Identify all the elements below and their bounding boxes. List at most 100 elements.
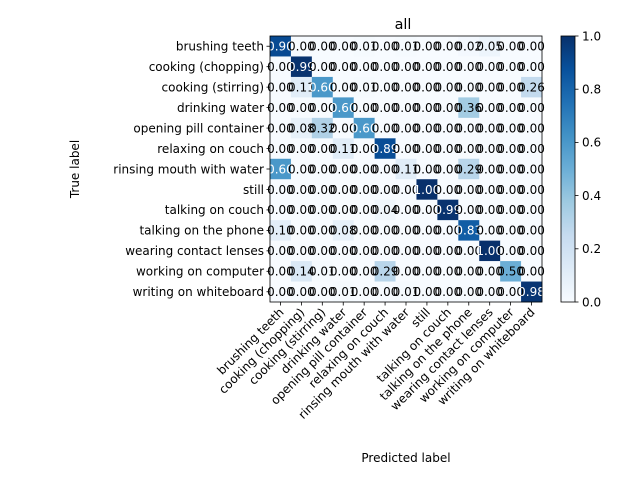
matrix-cell-value: 0.00: [497, 224, 524, 238]
matrix-cell-value: 0.00: [434, 80, 461, 94]
colorbar-ticks: 0.0 0.2 0.4 0.6 0.8 1.0: [575, 29, 601, 309]
matrix-cell-value: 0.11: [393, 162, 420, 176]
y-tick-label: wearing contact lenses: [125, 244, 264, 258]
matrix-cell: [374, 199, 396, 221]
matrix-cell-value: 0.00: [476, 162, 503, 176]
matrix-cell: [353, 97, 375, 119]
matrix-cell: [270, 220, 292, 241]
matrix-cell-value: 0.08: [330, 224, 357, 238]
matrix-cell: [353, 158, 375, 180]
matrix-cell: [270, 158, 292, 180]
matrix-cell: [458, 117, 480, 139]
matrix-cell-value: 0.00: [372, 244, 399, 258]
matrix-cell-value: 0.00: [393, 265, 420, 279]
matrix-cell: [500, 117, 522, 139]
matrix-cell: [270, 117, 292, 139]
matrix-cell: [479, 158, 501, 180]
matrix-cell-value: 0.00: [288, 244, 315, 258]
matrix-cell: [311, 179, 334, 200]
matrix-cell-value: 0.00: [497, 40, 524, 54]
y-tick-label: writing on whiteboard: [133, 285, 264, 299]
matrix-cell-value: 0.00: [309, 224, 336, 238]
matrix-cell: [332, 158, 354, 180]
matrix-cell: [332, 220, 354, 241]
matrix-cell: [374, 36, 396, 57]
matrix-cell-value: 0.00: [267, 244, 294, 258]
matrix-cell-value: 0.00: [309, 285, 336, 299]
matrix-cell-value: 0.00: [351, 265, 378, 279]
matrix-cell: [479, 199, 501, 221]
matrix-cell-value: 0.00: [351, 183, 378, 197]
matrix-cell: [311, 199, 334, 221]
matrix-cell: [458, 158, 480, 180]
matrix-cell-value: 0.00: [309, 203, 336, 217]
matrix-cell: [395, 240, 417, 262]
matrix-cell-value: 0.00: [309, 183, 336, 197]
matrix-cell: [270, 179, 292, 200]
matrix-cell: [416, 158, 438, 180]
matrix-cell: [290, 76, 313, 98]
matrix-cell: [395, 138, 417, 160]
matrix-cell: [311, 76, 334, 98]
matrix-cell-value: 0.00: [434, 162, 461, 176]
y-tick-label: drinking water: [177, 101, 264, 115]
matrix-cell-value: 0.00: [351, 162, 378, 176]
matrix-cell-value: 0.99: [434, 203, 461, 217]
matrix-cell-value: 0.00: [476, 285, 503, 299]
matrix-cell: [458, 56, 480, 78]
matrix-cell-value: 0.00: [351, 285, 378, 299]
matrix-cell-value: 0.00: [455, 265, 482, 279]
matrix-cell: [437, 281, 459, 303]
matrix-cell-value: 0.00: [267, 60, 294, 74]
y-tick-label: cooking (chopping): [149, 60, 264, 74]
colorbar-tick-label: 0.4: [582, 189, 601, 203]
matrix-cell-value: 0.01: [330, 285, 357, 299]
matrix-cell: [332, 281, 354, 303]
matrix-cell: [500, 261, 522, 282]
matrix-cell-value: 0.00: [455, 183, 482, 197]
matrix-cell: [458, 138, 480, 160]
matrix-cell: [479, 76, 501, 98]
matrix-cell-value: 0.00: [476, 121, 503, 135]
matrix-cell: [521, 76, 543, 98]
matrix-cell-value: 0.00: [518, 162, 545, 176]
matrix-cell-value: 0.00: [351, 244, 378, 258]
matrix-cell: [479, 220, 501, 241]
colorbar-tick-label: 0.2: [582, 242, 601, 256]
matrix-cell: [353, 138, 375, 160]
colorbar: [561, 36, 575, 302]
matrix-cell: [290, 158, 313, 180]
matrix-cell-value: 0.00: [351, 60, 378, 74]
matrix-cell-value: 0.11: [330, 142, 357, 156]
matrix-cell-value: 0.00: [476, 142, 503, 156]
colorbar-tick-label: 0.0: [582, 295, 601, 309]
matrix-cell-value: 0.00: [267, 101, 294, 115]
matrix-cell-value: 0.00: [288, 183, 315, 197]
matrix-cell: [311, 36, 334, 57]
matrix-cell: [416, 117, 438, 139]
matrix-cell: [500, 240, 522, 262]
matrix-cell-value: 0.00: [330, 60, 357, 74]
matrix-cell: [500, 76, 522, 98]
matrix-cell-value: 0.00: [414, 244, 441, 258]
matrix-cell: [353, 261, 375, 282]
matrix-cell-value: 0.00: [372, 40, 399, 54]
matrix-cell-value: 0.00: [351, 203, 378, 217]
matrix-cell-value: 0.00: [267, 142, 294, 156]
matrix-cells: [270, 36, 543, 303]
matrix-cell-value: 0.00: [414, 121, 441, 135]
matrix-cell: [479, 138, 501, 160]
matrix-cell: [416, 76, 438, 98]
matrix-cell-value: 0.00: [309, 162, 336, 176]
matrix-cell: [353, 220, 375, 241]
matrix-cell: [437, 158, 459, 180]
matrix-cell-value: 0.00: [330, 162, 357, 176]
matrix-cell-value: 0.01: [351, 80, 378, 94]
matrix-cell: [332, 117, 354, 139]
matrix-cell: [479, 97, 501, 119]
matrix-cell: [290, 56, 313, 78]
matrix-cell: [416, 179, 438, 200]
matrix-cell-value: 0.00: [393, 203, 420, 217]
matrix-cell-value: 0.00: [434, 101, 461, 115]
matrix-cell: [521, 158, 543, 180]
